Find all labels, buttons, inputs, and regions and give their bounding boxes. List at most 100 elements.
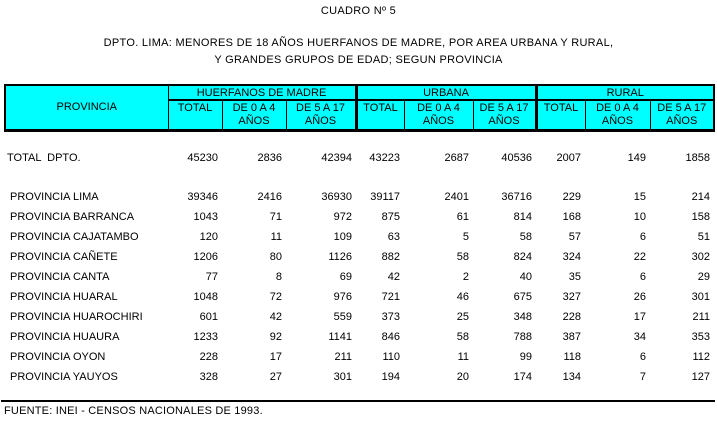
cell-value: 675 [513, 291, 532, 303]
cell-value: 46 [456, 291, 469, 303]
cell-value: 17 [633, 311, 646, 323]
cell-value: 301 [691, 291, 710, 303]
cell-value: 42394 [321, 152, 352, 164]
cell-value: 118 [563, 351, 581, 363]
source-note: FUENTE: INEI - CENSOS NACIONALES DE 1993… [4, 405, 263, 417]
cell-value: 99 [519, 351, 532, 363]
cell-value: 58 [456, 331, 469, 343]
cell-value: 92 [269, 331, 282, 343]
cell-value: 127 [691, 371, 710, 383]
province-row: PROVINCIA LIMA 39346 2416 36930 39117 2401 367… [5, 187, 714, 207]
cell-value: 2 [462, 271, 469, 283]
cell-value: 327 [562, 291, 581, 303]
row-label: PROVINCIA CAÑETE [10, 251, 118, 263]
cell-value: 34 [633, 331, 646, 343]
cell-value: 211 [334, 351, 352, 363]
table-body: TOTAL DPTO. 45230 2836 42394 43223 2687 40536 2… [5, 130, 714, 387]
cell-value: 1206 [193, 251, 218, 263]
cell-value: 40536 [501, 152, 532, 164]
column-header-rural-5a17: DE 5 A 17 AÑOS [649, 99, 715, 132]
column-header-hdm-total: TOTAL [167, 99, 223, 132]
cell-value: 373 [381, 311, 400, 323]
column-header-hdm-5a17: DE 5 A 17 AÑOS [285, 99, 357, 132]
province-row: PROVINCIA OYON 228 17 211 110 11 99 118 6 112 [5, 347, 714, 367]
column-header-urbana-total: TOTAL [354, 99, 405, 132]
row-label: PROVINCIA OYON [10, 351, 106, 363]
report-subtitle-line1: DPTO. LIMA: MENORES DE 18 AÑOS HUERFANOS… [103, 37, 614, 49]
cell-value: 228 [562, 311, 581, 323]
province-row: PROVINCIA HUAURA 1233 92 1141 846 58 788 387 34 3… [5, 327, 714, 347]
report-title: CUADRO Nº 5 [320, 5, 397, 17]
cell-value: 120 [199, 231, 218, 243]
spacer-row [5, 168, 714, 187]
cell-value: 1233 [193, 331, 218, 343]
sub-header-row: TOTAL DE 0 A 4 AÑOS DE 5 A 17 AÑOS TOTAL… [5, 99, 715, 132]
row-label: PROVINCIA CAJATAMBO [10, 231, 139, 243]
cell-value: 26 [633, 291, 646, 303]
total-dpto-row: TOTAL DPTO. 45230 2836 42394 43223 2687 40536 2… [5, 148, 714, 168]
cell-value: 71 [269, 211, 282, 223]
cell-value: 134 [562, 371, 581, 383]
cell-value: 112 [692, 351, 710, 363]
spacer-row [5, 130, 714, 148]
row-label: PROVINCIA HUAROCHIRI [10, 311, 143, 323]
statistics-table: PROVINCIA HUERFANOS DE MADRE URBANA RURA… [4, 84, 715, 387]
cell-value: 324 [562, 251, 581, 263]
cell-value: 39346 [187, 191, 218, 203]
cell-value: 301 [333, 371, 352, 383]
cell-value: 228 [199, 351, 218, 363]
cell-value: 1043 [193, 211, 218, 223]
row-label: TOTAL DPTO. [7, 152, 81, 164]
row-label: PROVINCIA LIMA [10, 191, 99, 203]
cell-value: 1048 [193, 291, 218, 303]
cell-value: 36716 [501, 191, 532, 203]
cell-value: 58 [519, 231, 532, 243]
cell-value: 824 [513, 251, 532, 263]
cell-value: 1141 [328, 331, 352, 343]
cell-value: 174 [513, 371, 532, 383]
cell-value: 972 [333, 211, 352, 223]
cell-value: 2416 [257, 191, 282, 203]
cell-value: 29 [697, 271, 710, 283]
cell-value: 348 [513, 311, 532, 323]
province-row: PROVINCIA CAÑETE 1206 80 1126 882 58 824 324 22 3… [5, 247, 714, 267]
cell-value: 6 [639, 231, 646, 243]
cell-value: 45230 [187, 152, 218, 164]
cell-value: 875 [381, 211, 400, 223]
cell-value: 72 [269, 291, 282, 303]
province-row: PROVINCIA CAJATAMBO 120 11 109 63 5 58 57 6 51 [5, 227, 714, 247]
cell-value: 194 [381, 371, 400, 383]
column-header-urbana-5a17: DE 5 A 17 AÑOS [472, 99, 537, 132]
cell-value: 2007 [556, 152, 581, 164]
cell-value: 814 [513, 211, 532, 223]
cell-value: 882 [381, 251, 400, 263]
cell-value: 2401 [444, 191, 469, 203]
cell-value: 58 [456, 251, 469, 263]
cell-value: 6 [639, 351, 646, 363]
report-subtitle-line2: Y GRANDES GRUPOS DE EDAD; SEGUN PROVINCI… [214, 54, 503, 66]
cell-value: 8 [275, 271, 282, 283]
cell-value: 27 [269, 371, 282, 383]
cell-value: 109 [333, 231, 352, 243]
cell-value: 51 [697, 231, 710, 243]
cell-value: 229 [562, 191, 581, 203]
cell-value: 387 [562, 331, 581, 343]
cell-value: 846 [381, 331, 400, 343]
cell-value: 328 [199, 371, 218, 383]
province-row: PROVINCIA YAUYOS 328 27 301 194 20 174 134 7 127 [5, 367, 714, 387]
cell-value: 149 [627, 152, 646, 164]
column-group-urbana: URBANA [354, 84, 537, 101]
cell-value: 15 [633, 191, 646, 203]
cell-value: 1858 [685, 152, 710, 164]
cell-value: 559 [333, 311, 352, 323]
cell-value: 25 [456, 311, 469, 323]
column-group-huerfanos-de-madre: HUERFANOS DE MADRE [167, 84, 357, 101]
province-row: PROVINCIA CANTA 77 8 69 42 2 40 35 6 29 [5, 267, 714, 287]
group-header-row: PROVINCIA HUERFANOS DE MADRE URBANA RURA… [4, 84, 715, 132]
spacer-cell [5, 168, 714, 187]
column-header-provincia: PROVINCIA [4, 84, 169, 132]
cell-value: 168 [562, 211, 581, 223]
cell-value: 976 [333, 291, 352, 303]
cell-value: 77 [205, 271, 218, 283]
cell-value: 35 [568, 271, 581, 283]
